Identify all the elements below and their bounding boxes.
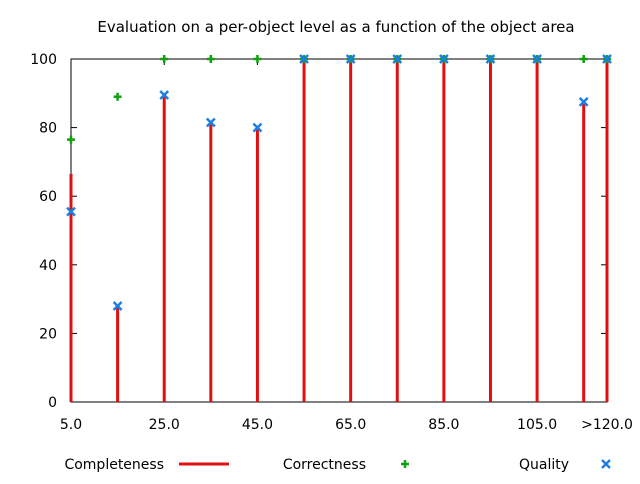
y-tick-label: 0 — [48, 395, 57, 411]
quality-point — [66, 206, 76, 217]
y-axis-ticks: 0 20 40 60 80 100 — [30, 52, 607, 411]
cross-b — [66, 206, 76, 217]
quality-point — [485, 54, 496, 64]
y-tick-label: 100 — [30, 52, 57, 68]
quality-point — [602, 54, 612, 64]
y-tick-label: 60 — [39, 189, 57, 205]
legend-symbol-quality — [601, 459, 611, 469]
quality-point — [205, 117, 216, 128]
cross-b — [112, 301, 123, 311]
quality-point — [392, 54, 403, 64]
cross-b — [392, 54, 403, 64]
x-tick-label: 45.0 — [242, 417, 273, 433]
x-tick-label: 5.0 — [60, 417, 82, 433]
legend-label-correctness: Correctness — [283, 457, 366, 473]
cross-b — [252, 122, 263, 133]
legend-label-quality: Quality — [519, 457, 569, 473]
x-tick-label: 85.0 — [428, 417, 459, 433]
correctness-point — [160, 55, 169, 63]
series-completeness — [69, 59, 609, 402]
correctness-point — [113, 92, 122, 101]
cross-b — [602, 54, 612, 64]
cross-b — [601, 459, 611, 469]
cross-b — [205, 117, 216, 128]
legend-label-completeness: Completeness — [64, 457, 164, 473]
cross-b — [438, 54, 449, 64]
x-tick-label: 25.0 — [149, 417, 180, 433]
y-tick-label: 80 — [39, 121, 57, 137]
correctness-point — [253, 55, 262, 63]
quality-point — [345, 54, 356, 64]
y-tick-label: 20 — [39, 326, 57, 342]
quality-point — [252, 122, 263, 133]
quality-point — [299, 54, 309, 64]
correctness-point — [206, 55, 215, 63]
plot-border — [70, 58, 608, 403]
series-layer — [66, 54, 612, 402]
quality-point — [532, 54, 542, 64]
quality-point — [578, 96, 589, 107]
plot-frame — [70, 58, 608, 403]
quality-point — [112, 301, 123, 311]
chart-title: Evaluation on a per-object level as a fu… — [97, 18, 574, 36]
cross-b — [485, 54, 496, 64]
x-tick-label: >120.0 — [581, 417, 633, 433]
series-correctness — [67, 55, 611, 144]
legend: Completeness Correctness Quality — [64, 457, 611, 473]
cross-b — [159, 90, 170, 100]
x-tick-label: 105.0 — [517, 417, 557, 433]
cross-b — [578, 96, 589, 107]
correctness-point — [67, 135, 75, 144]
cross-b — [345, 54, 356, 64]
y-tick-label: 40 — [39, 258, 57, 274]
x-axis-ticks: 5.0 25.0 45.0 65.0 85.0 105.0 >120.0 — [60, 59, 633, 433]
x-tick-label: 65.0 — [335, 417, 366, 433]
correctness-point — [579, 55, 588, 63]
legend-symbol-correctness — [401, 460, 409, 468]
series-quality — [66, 54, 612, 311]
cross-b — [299, 54, 309, 64]
quality-point — [438, 54, 449, 64]
quality-point — [159, 90, 170, 100]
cross-b — [532, 54, 542, 64]
